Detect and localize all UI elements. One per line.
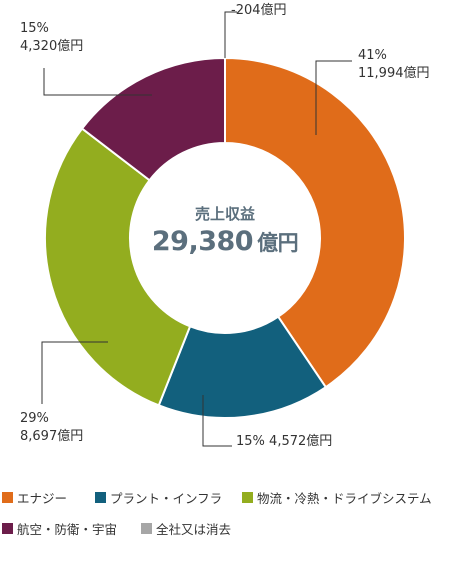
legend-item-aerospace: 航空・防衛・宇宙 [2, 519, 117, 538]
legend-swatch-plant [95, 492, 106, 503]
legend-label-aerospace: 航空・防衛・宇宙 [17, 522, 118, 537]
legend-item-energy: エナジー [2, 488, 67, 507]
data-label-energy-share: 41% [358, 48, 387, 63]
data-label-plant: 15% 4,572億円 [236, 433, 332, 451]
legend-label-energy: エナジー [17, 491, 68, 506]
legend-item-corporate: 全社又は消去 [141, 519, 231, 538]
legend-swatch-energy [2, 492, 13, 503]
data-label-aerospace-share: 15% [20, 21, 49, 36]
data-label-logistics-share: 29% [20, 411, 49, 426]
center-title: 売上収益 [194, 205, 255, 223]
data-label-energy: 41% 11,994億円 [358, 47, 430, 83]
data-label-logistics-amount: 8,697億円 [20, 429, 84, 444]
data-label-corporate: -204億円 [231, 2, 287, 20]
leader-plant [202, 395, 232, 447]
data-label-corporate-amount: -204億円 [231, 3, 287, 18]
center-value-number: 29,380 [151, 226, 254, 257]
leader-logistics [41, 341, 108, 404]
data-label-aerospace: 15% 4,320億円 [20, 20, 83, 56]
slice-logistics [44, 127, 192, 407]
leader-energy [315, 60, 352, 135]
legend-item-logistics: 物流・冷熱・ドライブシステム [242, 488, 432, 507]
center-value: 29,380 億円 [105, 226, 345, 257]
data-label-logistics: 29% 8,697億円 [20, 410, 83, 446]
data-label-plant-share: 15% [236, 434, 265, 449]
legend-label-logistics: 物流・冷熱・ドライブシステム [257, 491, 432, 506]
slice-energy [224, 56, 406, 389]
leader-aerospace [43, 68, 152, 96]
legend-swatch-logistics [242, 492, 253, 503]
legend-label-corporate: 全社又は消去 [156, 522, 232, 537]
data-label-plant-amount: 4,572億円 [269, 434, 333, 449]
legend-item-plant: プラント・インフラ [95, 488, 222, 507]
legend-swatch-aerospace [2, 523, 13, 534]
data-label-energy-amount: 11,994億円 [358, 66, 430, 81]
legend-swatch-corporate [141, 523, 152, 534]
leader-corporate [224, 11, 237, 58]
legend-label-plant: プラント・インフラ [110, 491, 223, 506]
data-label-aerospace-amount: 4,320億円 [20, 39, 84, 54]
center-value-unit: 億円 [257, 231, 299, 255]
